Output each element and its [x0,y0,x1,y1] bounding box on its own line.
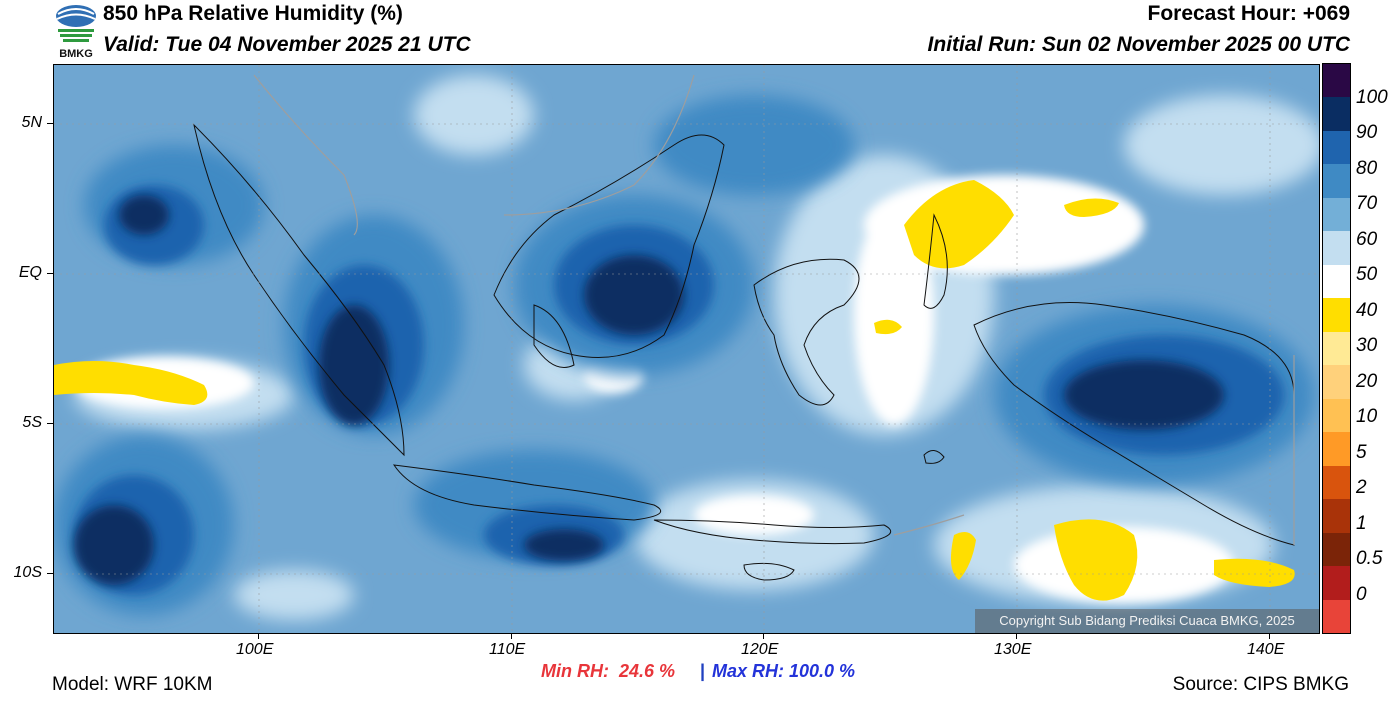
colorbar-swatch [1323,566,1350,601]
lon-tick [258,633,259,639]
bmkg-logo: BMKG [52,2,100,60]
colorbar-swatch [1323,64,1350,98]
lat-tick [47,123,53,124]
dry-patches [54,180,1295,601]
colorbar-label: 80 [1356,158,1378,179]
colorbar-label: 50 [1356,264,1378,285]
colorbar-swatch [1323,231,1350,266]
lon-tick [763,633,764,639]
colorbar-label: 100 [1356,87,1388,108]
lon-label-140e: 140E [1247,641,1285,658]
lon-label-110e: 110E [489,641,526,658]
colorbar-label: 0 [1356,584,1367,605]
lon-label-130e: 130E [994,641,1032,658]
humidity-map[interactable]: Copyright Sub Bidang Prediksi Cuaca BMKG… [53,64,1320,634]
colorbar-label: 90 [1356,122,1378,143]
lat-label-5n: 5N [21,114,42,131]
colorbar-label: 60 [1356,229,1378,250]
lon-label-120e: 120E [741,641,779,658]
colorbar-label: 10 [1356,406,1378,427]
colorbar [1322,63,1351,634]
lat-label-eq: EQ [18,264,42,281]
stats-separator: | [700,661,706,681]
lat-tick [47,423,53,424]
colorbar-swatch [1323,164,1350,199]
logo-text: BMKG [59,48,93,60]
lon-tick [1269,633,1270,639]
lon-label-100e: 100E [236,641,274,658]
colorbar-label: 70 [1356,193,1378,214]
colorbar-swatch [1323,331,1350,366]
colorbar-swatch [1323,432,1350,467]
forecast-hour: Forecast Hour: +069 [1147,2,1351,25]
colorbar-swatch [1323,365,1350,400]
colorbar-swatch [1323,197,1350,232]
colorbar-label: 0.5 [1356,548,1383,569]
colorbar-label: 2 [1356,477,1367,498]
model-name: Model: WRF 10KM [52,674,213,695]
valid-time: Valid: Tue 04 November 2025 21 UTC [103,33,471,56]
colorbar-label: 1 [1356,513,1367,534]
colorbar-swatch [1323,599,1350,634]
colorbar-swatch [1323,97,1350,132]
lat-label-10s: 10S [13,564,42,581]
colorbar-label: 20 [1356,371,1378,392]
borders [253,74,1295,545]
colorbar-label: 40 [1356,300,1378,321]
colorbar-label: 30 [1356,335,1378,356]
grid-lines [54,65,1319,633]
lat-tick [47,273,53,274]
colorbar-swatch [1323,499,1350,534]
colorbar-swatch [1323,398,1350,433]
max-rh: Max RH: 100.0 % [712,661,856,681]
data-source: Source: CIPS BMKG [1172,674,1349,695]
initial-run: Initial Run: Sun 02 November 2025 00 UTC [927,33,1350,56]
lat-label-5s: 5S [22,414,42,431]
chart-title: 850 hPa Relative Humidity (%) [103,2,403,25]
map-canvas [54,65,1319,633]
colorbar-swatch [1323,465,1350,500]
copyright-notice: Copyright Sub Bidang Prediksi Cuaca BMKG… [975,609,1319,633]
min-rh: Min RH: 24.6 % [541,661,676,681]
lat-tick [47,573,53,574]
colorbar-swatch [1323,264,1350,299]
lon-tick [1016,633,1017,639]
colorbar-swatch [1323,532,1350,567]
colorbar-swatch [1323,130,1350,165]
coastlines [193,123,1295,581]
colorbar-label: 5 [1356,442,1367,463]
lon-tick [511,633,512,639]
colorbar-swatch [1323,298,1350,333]
rh-field-saturated [74,195,1224,585]
